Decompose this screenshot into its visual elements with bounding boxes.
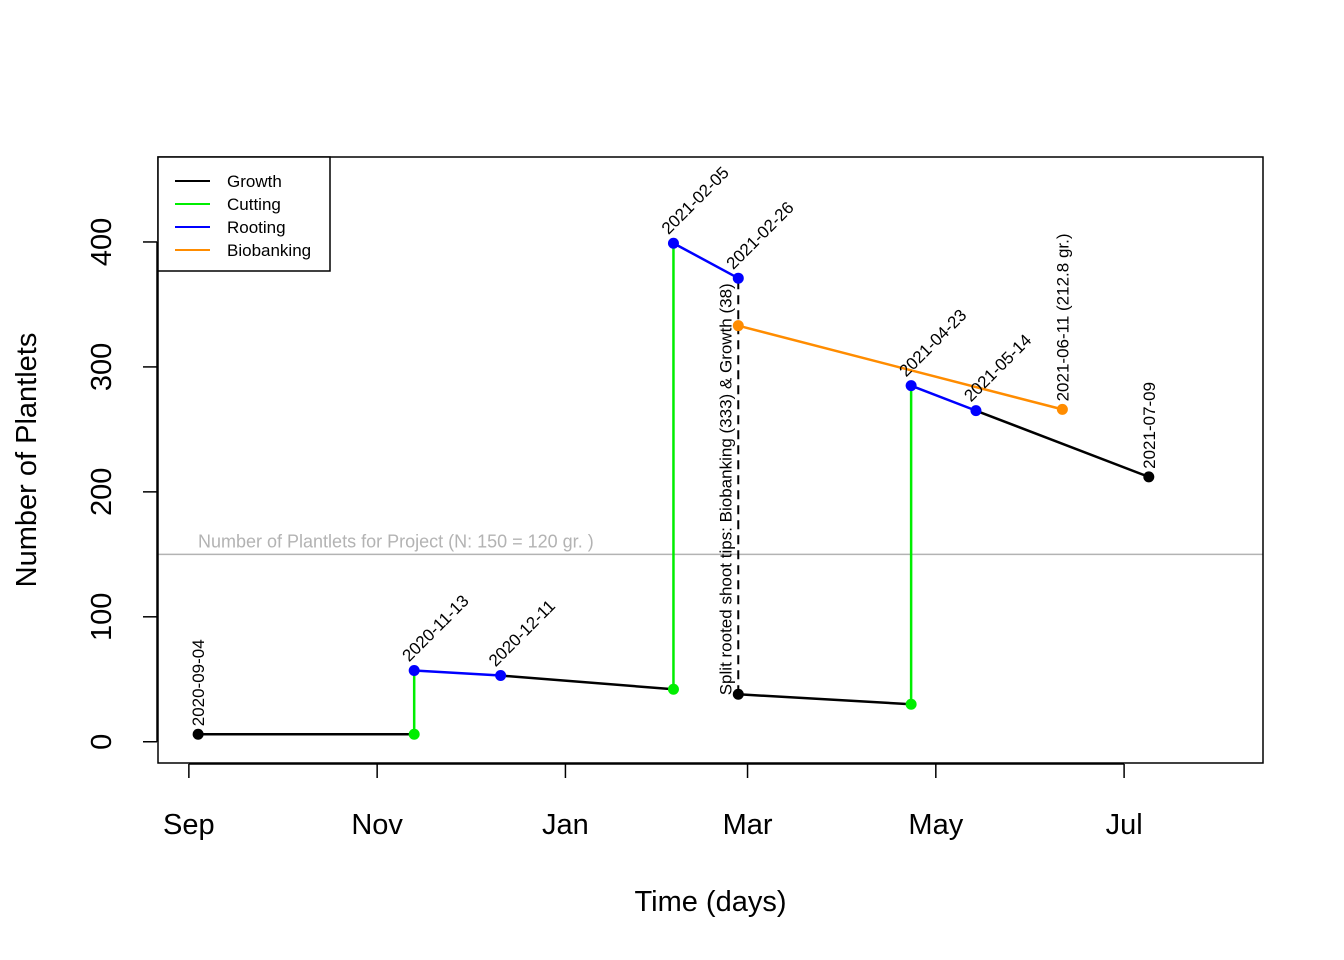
date-label-4: 2021-02-05 (658, 163, 733, 238)
x-tick-label-may: May (908, 809, 963, 841)
data-point-8 (732, 320, 744, 332)
data-point-6 (667, 237, 679, 249)
y-axis-title: Number of Plantlets (11, 333, 43, 588)
y-tick-label-200: 200 (86, 468, 118, 516)
plot-area: Number of Plantlets for Project (N: 150 … (11, 156, 1264, 918)
y-axis: 0 100 200 300 400 Number of Plantlets (11, 218, 158, 750)
y-tick-label-100: 100 (86, 593, 118, 641)
split-annotation: Split rooted shoot tips: Biobanking (333… (716, 283, 735, 695)
data-point-2 (408, 728, 420, 740)
x-tick-label-mar: Mar (723, 809, 773, 841)
legend-label-cutting: Cutting (227, 195, 281, 214)
data-point-14 (1143, 471, 1155, 483)
date-label-3: 2020-12-11 (485, 596, 559, 670)
x-tick-label-sep: Sep (163, 809, 215, 841)
legend-label-rooting: Rooting (227, 218, 286, 237)
legend-label-growth: Growth (227, 172, 282, 191)
legend-box (157, 156, 331, 272)
x-axis-title: Time (days) (635, 886, 787, 918)
y-tick-label-0: 0 (86, 734, 118, 750)
data-point-13 (1056, 403, 1068, 415)
date-label-7: 2021-05-14 (960, 331, 1035, 406)
biobanking-segment-1 (737, 324, 1064, 411)
data-point-11 (905, 380, 917, 392)
x-tick-label-jan: Jan (542, 809, 589, 841)
date-label-6: 2021-04-23 (896, 306, 971, 381)
legend: Growth Cutting Rooting Biobanking (157, 156, 331, 272)
plot-frame (157, 156, 1264, 764)
rooting-segment-1 (412, 669, 502, 677)
legend-label-biobanking: Biobanking (227, 241, 311, 260)
date-label-1: 2020-09-04 (189, 639, 208, 726)
data-point-9 (732, 688, 744, 700)
date-label-8: 2021-06-11 (212.8 gr.) (1053, 233, 1072, 401)
y-tick-label-400: 400 (86, 218, 118, 266)
date-label-5: 2021-02-26 (723, 198, 798, 273)
y-tick-label-300: 300 (86, 343, 118, 391)
rooting-segment-3 (909, 384, 978, 412)
growth-segment-3 (737, 693, 913, 706)
date-label-2: 2020-11-13 (399, 591, 473, 665)
date-label-9: 2021-07-09 (1140, 382, 1159, 469)
growth-segment-2 (499, 674, 675, 691)
x-tick-label-nov: Nov (351, 809, 403, 841)
data-point-7 (732, 272, 744, 284)
x-axis: Sep Nov Jan Mar May Jul Time (days) (163, 763, 1143, 918)
data-point-10 (905, 698, 917, 710)
data-point-12 (970, 405, 982, 417)
reference-line-label: Number of Plantlets for Project (N: 150 … (198, 531, 594, 551)
growth-segment-4 (974, 409, 1151, 479)
data-point-1 (192, 728, 204, 740)
data-point-3 (408, 665, 420, 677)
data-point-4 (495, 670, 507, 682)
data-point-5 (667, 683, 679, 695)
x-tick-label-jul: Jul (1106, 809, 1143, 841)
rooting-segment-2 (672, 241, 740, 280)
